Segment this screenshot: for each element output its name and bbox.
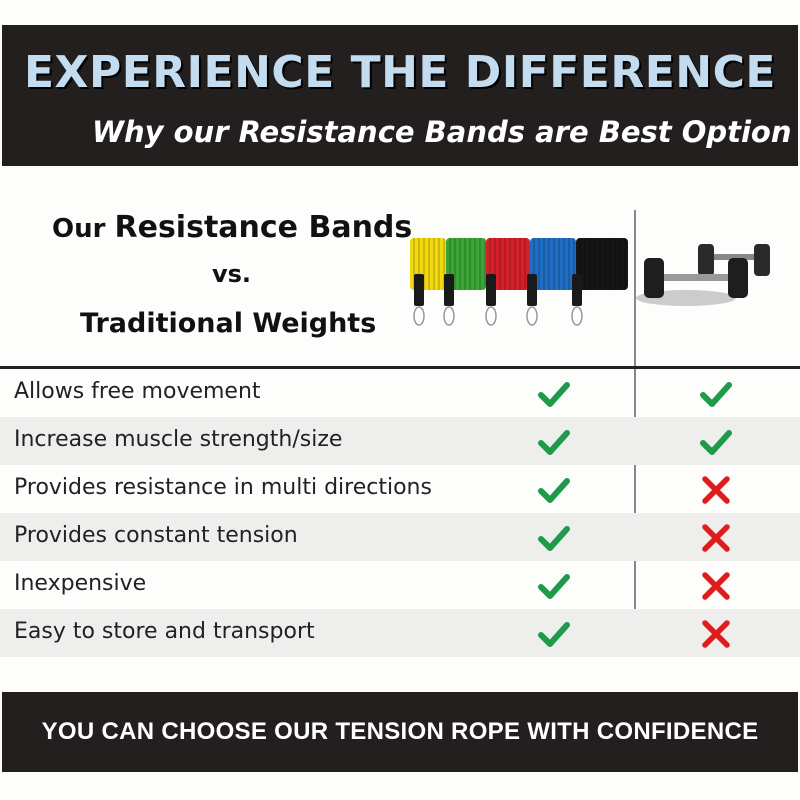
check-icon [537, 569, 571, 603]
cross-icon [699, 569, 733, 603]
header-divider [0, 366, 800, 369]
check-icon [537, 377, 571, 411]
check-icon [537, 425, 571, 459]
feature-label: Provides constant tension [14, 523, 298, 548]
table-row: Easy to store and transport [0, 609, 800, 657]
dumbbells-image [636, 244, 770, 306]
resistance-bands-image [410, 238, 628, 326]
page-title: EXPERIENCE THE DIFFERENCE [24, 47, 776, 98]
page-subtitle: Why our Resistance Bands are Best Option [92, 115, 792, 149]
cross-icon [699, 617, 733, 651]
feature-label: Allows free movement [14, 379, 261, 404]
check-icon [699, 425, 733, 459]
check-icon [537, 617, 571, 651]
table-row: Inexpensive [0, 561, 800, 609]
header-banner: EXPERIENCE THE DIFFERENCE Why our Resist… [2, 25, 798, 166]
cross-icon [699, 473, 733, 507]
feature-label: Increase muscle strength/size [14, 427, 343, 452]
check-icon [699, 377, 733, 411]
cross-icon [699, 521, 733, 555]
band-1 [446, 238, 486, 290]
check-icon [537, 473, 571, 507]
other-label: Traditional Weights [80, 308, 377, 339]
feature-label: Inexpensive [14, 571, 147, 596]
check-icon [537, 521, 571, 555]
table-row: Provides constant tension [0, 513, 800, 561]
vs-label: vs. [212, 260, 252, 288]
table-row: Allows free movement [0, 369, 800, 417]
table-row: Increase muscle strength/size [0, 417, 800, 465]
footer-banner: YOU CAN CHOOSE OUR TENSION ROPE WITH CON… [2, 692, 798, 772]
band-4 [576, 238, 628, 290]
band-2 [486, 238, 530, 290]
our-label: Our [52, 214, 106, 244]
product-label: Resistance Bands [114, 210, 413, 245]
table-row: Provides resistance in multi directions [0, 465, 800, 513]
feature-label: Easy to store and transport [14, 619, 315, 644]
feature-label: Provides resistance in multi directions [14, 475, 432, 500]
